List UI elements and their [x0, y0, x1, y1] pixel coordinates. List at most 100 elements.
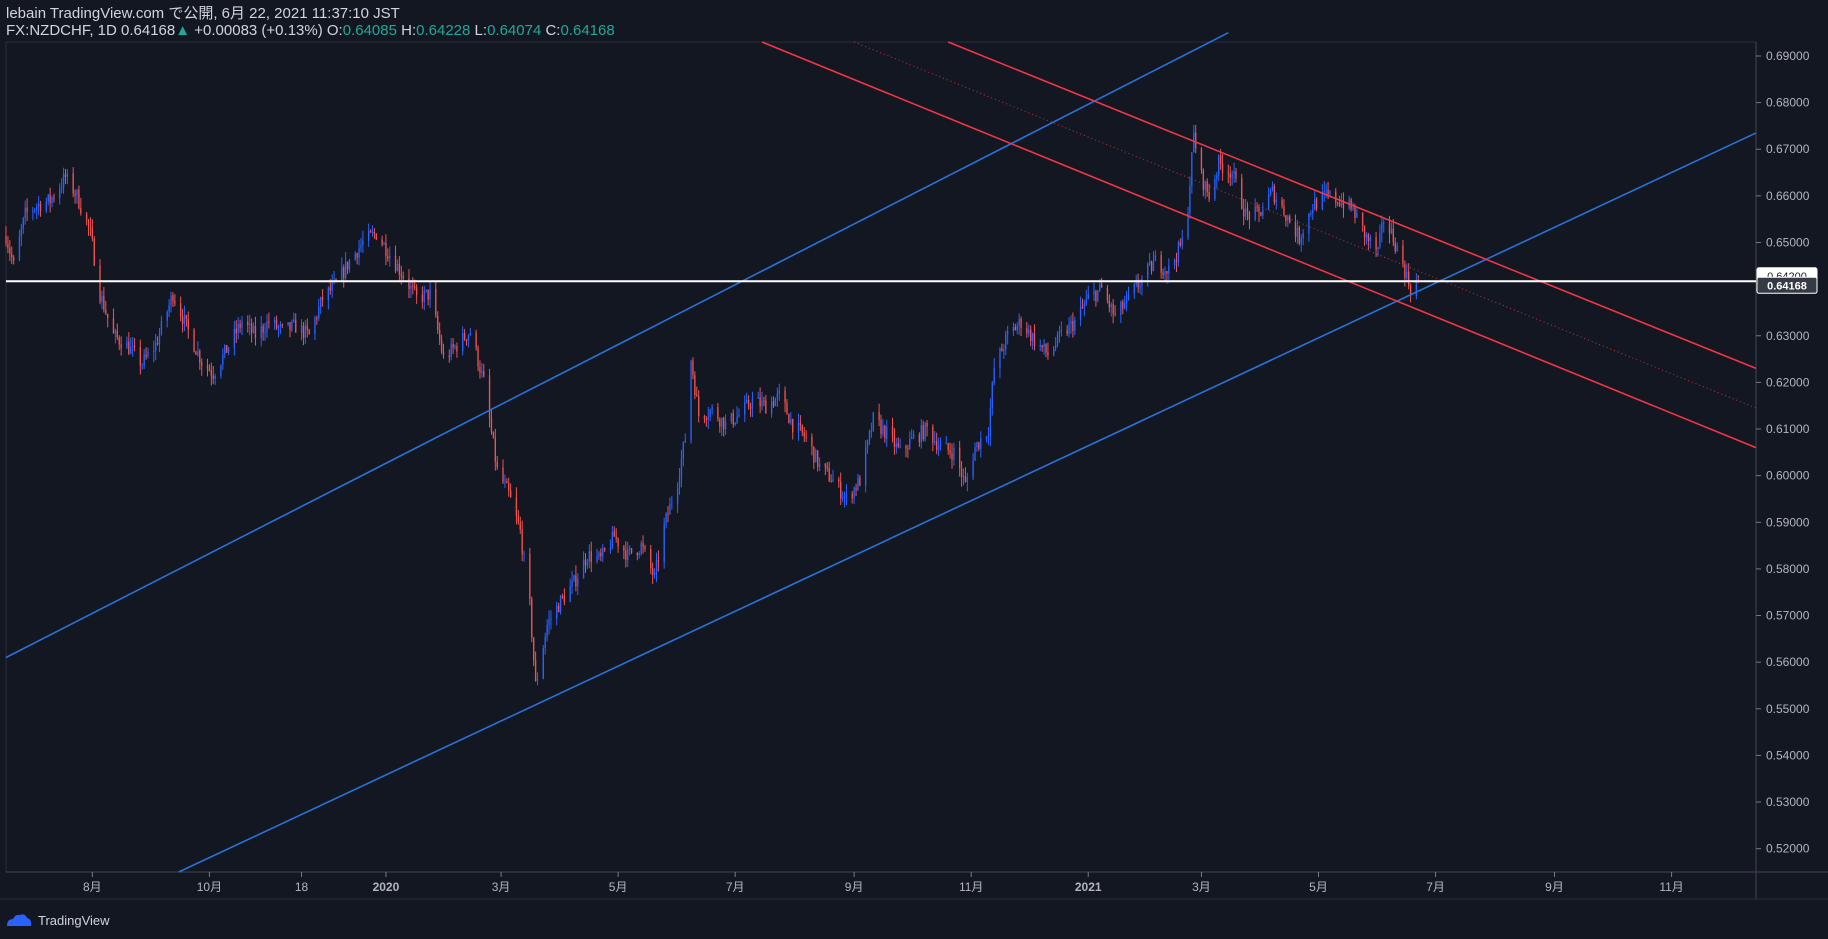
channel-midline[interactable]: [853, 41, 1757, 409]
y-tick-label: 0.54000: [1766, 748, 1810, 762]
symbol-label[interactable]: FX:NZDCHF, 1D: [6, 22, 117, 39]
time-axis[interactable]: 8月 10月 18 2020 3月 5月 7月 9月 11月 2021 3月 5月 7月 9月 11月: [83, 872, 1684, 894]
last-price-label: 0.64168: [1756, 276, 1818, 294]
candle: [408, 269, 410, 299]
candle: [1208, 183, 1210, 203]
price-axis[interactable]: 0.690000.680000.670000.660000.650000.640…: [1756, 49, 1810, 856]
candle: [609, 539, 612, 554]
candle: [972, 453, 974, 481]
candle: [882, 419, 884, 437]
candle: [1195, 124, 1197, 154]
candle: [147, 347, 149, 359]
candle: [1392, 219, 1395, 247]
candle: [87, 218, 90, 236]
candle: [663, 517, 665, 569]
candle: [1110, 302, 1112, 317]
candle: [533, 637, 535, 666]
footer-brand[interactable]: TradingView: [6, 911, 110, 929]
candle: [1296, 219, 1299, 245]
candle: [602, 543, 604, 563]
candle: [698, 390, 700, 423]
candle: [1066, 325, 1068, 336]
candle: [1409, 283, 1412, 303]
candle: [1381, 215, 1383, 243]
red-channel-line[interactable]: [761, 41, 1757, 449]
candle: [711, 404, 713, 415]
candle: [1014, 323, 1016, 331]
candle: [241, 316, 243, 336]
candle: [304, 320, 307, 344]
price-label-text: 0.64168: [1767, 280, 1807, 292]
candle: [1074, 316, 1076, 336]
candle: [590, 541, 592, 573]
candle: [1047, 342, 1049, 360]
candle: [1289, 214, 1291, 224]
candle: [655, 552, 658, 583]
y-tick-label: 0.68000: [1766, 96, 1810, 110]
candle: [316, 315, 318, 325]
candle: [999, 347, 1001, 379]
candle: [126, 336, 128, 349]
plot-frame: [5, 41, 1757, 873]
candle: [18, 229, 21, 262]
candle: [375, 233, 378, 241]
candle: [1112, 298, 1114, 324]
candle: [772, 396, 775, 408]
trendline-layer[interactable]: [5, 31, 1757, 873]
candle: [1058, 325, 1061, 343]
candle: [1124, 295, 1126, 310]
candle: [818, 457, 821, 472]
candle: [1256, 202, 1258, 212]
candle: [76, 188, 78, 204]
candle: [7, 236, 9, 254]
close-label: C:: [545, 22, 561, 39]
blue-channel-line[interactable]: [178, 132, 1757, 873]
candle: [103, 286, 105, 313]
candle: [1029, 325, 1032, 347]
candle: [233, 320, 236, 356]
candle: [1283, 199, 1285, 217]
candle: [252, 322, 255, 334]
candle: [909, 431, 911, 450]
x-tick-label: 9月: [1545, 880, 1564, 894]
candle: [1187, 206, 1189, 241]
candle: [467, 334, 470, 348]
candle: [131, 336, 134, 357]
candle: [615, 528, 617, 543]
candle: [744, 395, 746, 423]
candle: [515, 487, 518, 525]
candle: [481, 362, 483, 378]
red-channel-line[interactable]: [947, 41, 1757, 370]
candle: [657, 550, 660, 572]
candle: [1095, 289, 1097, 307]
candle: [1125, 290, 1128, 312]
candle: [665, 511, 667, 529]
candle: [866, 439, 869, 454]
candle: [1248, 210, 1251, 230]
candle: [993, 358, 995, 386]
candle: [212, 366, 214, 384]
candle: [684, 433, 686, 443]
candle: [1267, 187, 1270, 211]
candle: [237, 317, 239, 340]
candle: [557, 602, 560, 613]
candle: [114, 328, 117, 344]
candle: [185, 314, 188, 327]
candle: [402, 271, 404, 282]
candle: [141, 362, 143, 370]
candle: [1402, 239, 1404, 268]
candle: [1231, 170, 1233, 186]
candle: [751, 391, 754, 418]
blue-channel-line[interactable]: [5, 31, 1229, 659]
candle: [1221, 154, 1224, 181]
candle: [1070, 315, 1072, 334]
candle: [707, 406, 709, 429]
candle: [133, 337, 136, 352]
candle: [37, 196, 40, 216]
candle: [452, 338, 454, 354]
candle: [893, 427, 896, 455]
candle: [225, 344, 228, 353]
candle: [709, 408, 711, 422]
candle: [1342, 192, 1345, 218]
